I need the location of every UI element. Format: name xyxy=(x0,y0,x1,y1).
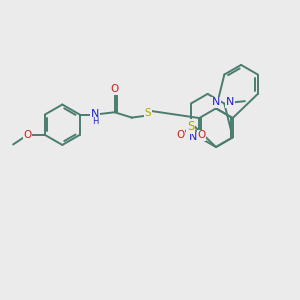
Text: O: O xyxy=(110,84,119,94)
Text: O: O xyxy=(197,130,206,140)
Text: N: N xyxy=(91,109,100,119)
Text: N: N xyxy=(212,98,220,107)
Text: O: O xyxy=(23,130,32,140)
Text: N: N xyxy=(226,98,234,107)
Text: S: S xyxy=(187,120,195,133)
Text: O: O xyxy=(176,130,184,140)
Text: N: N xyxy=(189,132,197,142)
Text: S: S xyxy=(145,108,152,118)
Text: H: H xyxy=(92,117,98,126)
